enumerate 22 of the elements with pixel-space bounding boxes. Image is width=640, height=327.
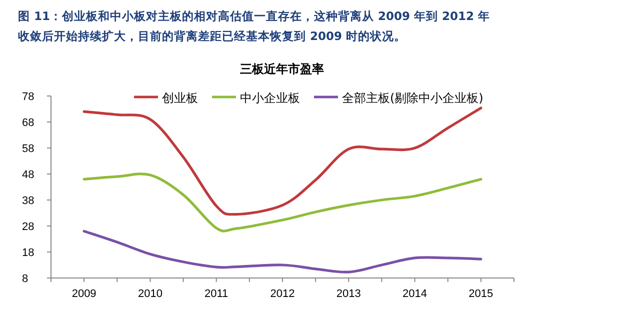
y-tick-label: 48 <box>22 169 34 181</box>
x-tick-label: 2009 <box>72 288 96 300</box>
y-tick-label: 58 <box>22 143 34 155</box>
x-tick-label: 2012 <box>270 288 295 300</box>
y-tick-label: 8 <box>22 273 28 285</box>
chart-subtitle: 三板近年市盈率 <box>240 62 324 76</box>
line-series <box>82 230 482 274</box>
chart-title: 图 11：创业板和中小板对主板的相对高估值一直存在，这种背离从 2009 年到 2012 年收敛后开始持续扩大，目前的背离差距已经基本恢复到 2009 时的状况。 <box>18 8 492 45</box>
y-tick-label: 78 <box>22 91 34 103</box>
x-tick-label: 2013 <box>336 288 361 300</box>
legend-label: 中小企业板 <box>240 91 300 105</box>
legend-label: 创业板 <box>162 91 198 105</box>
x-tick-label: 2014 <box>402 288 428 300</box>
x-tick-label: 2015 <box>468 288 494 300</box>
y-tick-label: 68 <box>22 117 34 129</box>
legend-label: 全部主板(剔除中小企业板) <box>342 91 484 105</box>
y-tick-label: 18 <box>22 247 34 259</box>
x-tick-label: 2010 <box>138 288 162 300</box>
line-series <box>82 106 482 216</box>
y-tick-label: 28 <box>22 221 34 233</box>
x-tick-label: 2011 <box>204 288 228 300</box>
y-tick-label: 38 <box>22 195 34 207</box>
